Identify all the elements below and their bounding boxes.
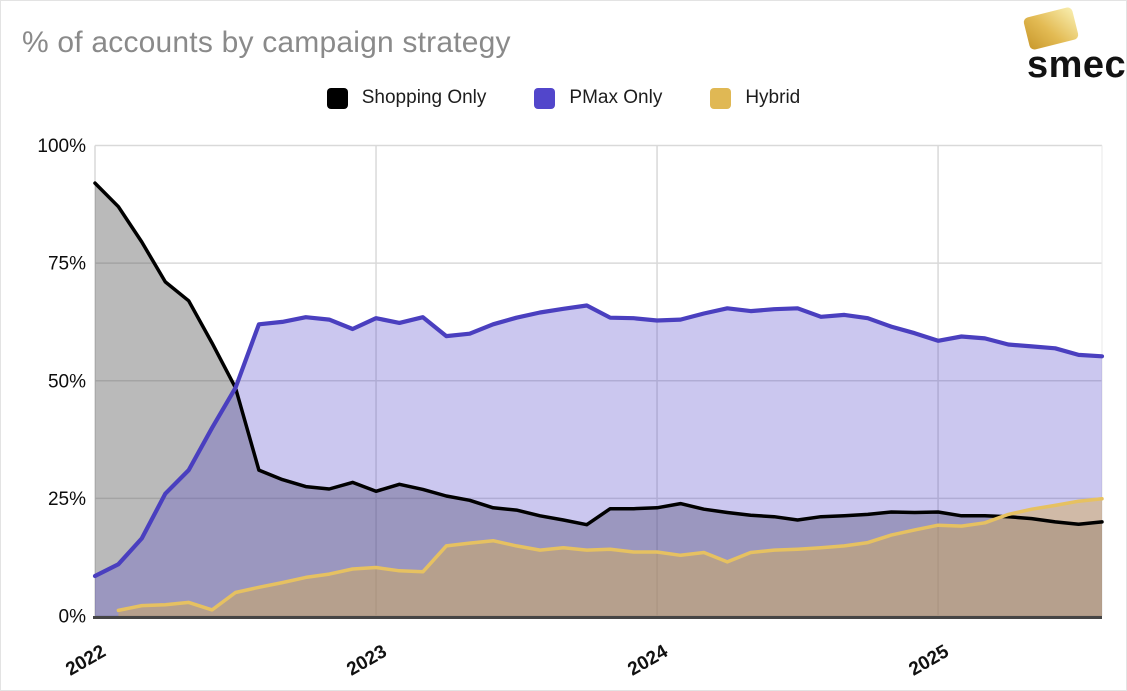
legend-item-hybrid: Hybrid [710,87,800,109]
chart-legend: Shopping Only PMax Only Hybrid [0,84,1127,112]
legend-swatch-shopping-only [326,87,348,109]
legend-item-pmax-only: PMax Only [534,87,662,109]
line-shopping-only [93,181,1104,527]
y-tick-label: 0% [59,607,87,628]
area-shopping-only [95,183,1102,616]
line-pmax-only [92,303,1105,579]
y-tick-label: 50% [48,371,86,392]
legend-swatch-hybrid [710,87,732,109]
x-tick-label: 2022 [62,641,109,680]
x-tick-label: 2024 [624,641,671,681]
legend-label-hybrid: Hybrid [745,87,801,108]
line-hybrid [116,497,1104,613]
smec-logo-text: smec [1027,44,1127,86]
legend-swatch-pmax-only [534,87,556,109]
legend-label-pmax-only: PMax Only [569,87,663,108]
smec-logo: smec [1018,6,1126,90]
y-tick-label: 100% [37,136,86,157]
legend-label-shopping-only: Shopping Only [361,87,487,108]
x-tick-label: 2023 [343,641,390,680]
chart-title: % of accounts by campaign strategy [22,26,511,59]
y-tick-label: 25% [48,489,86,510]
area-hybrid [118,498,1102,616]
x-tick-label: 2025 [905,641,952,681]
area-pmax-only [95,305,1102,616]
legend-item-shopping-only: Shopping Only [326,87,487,109]
y-tick-label: 75% [48,254,86,275]
